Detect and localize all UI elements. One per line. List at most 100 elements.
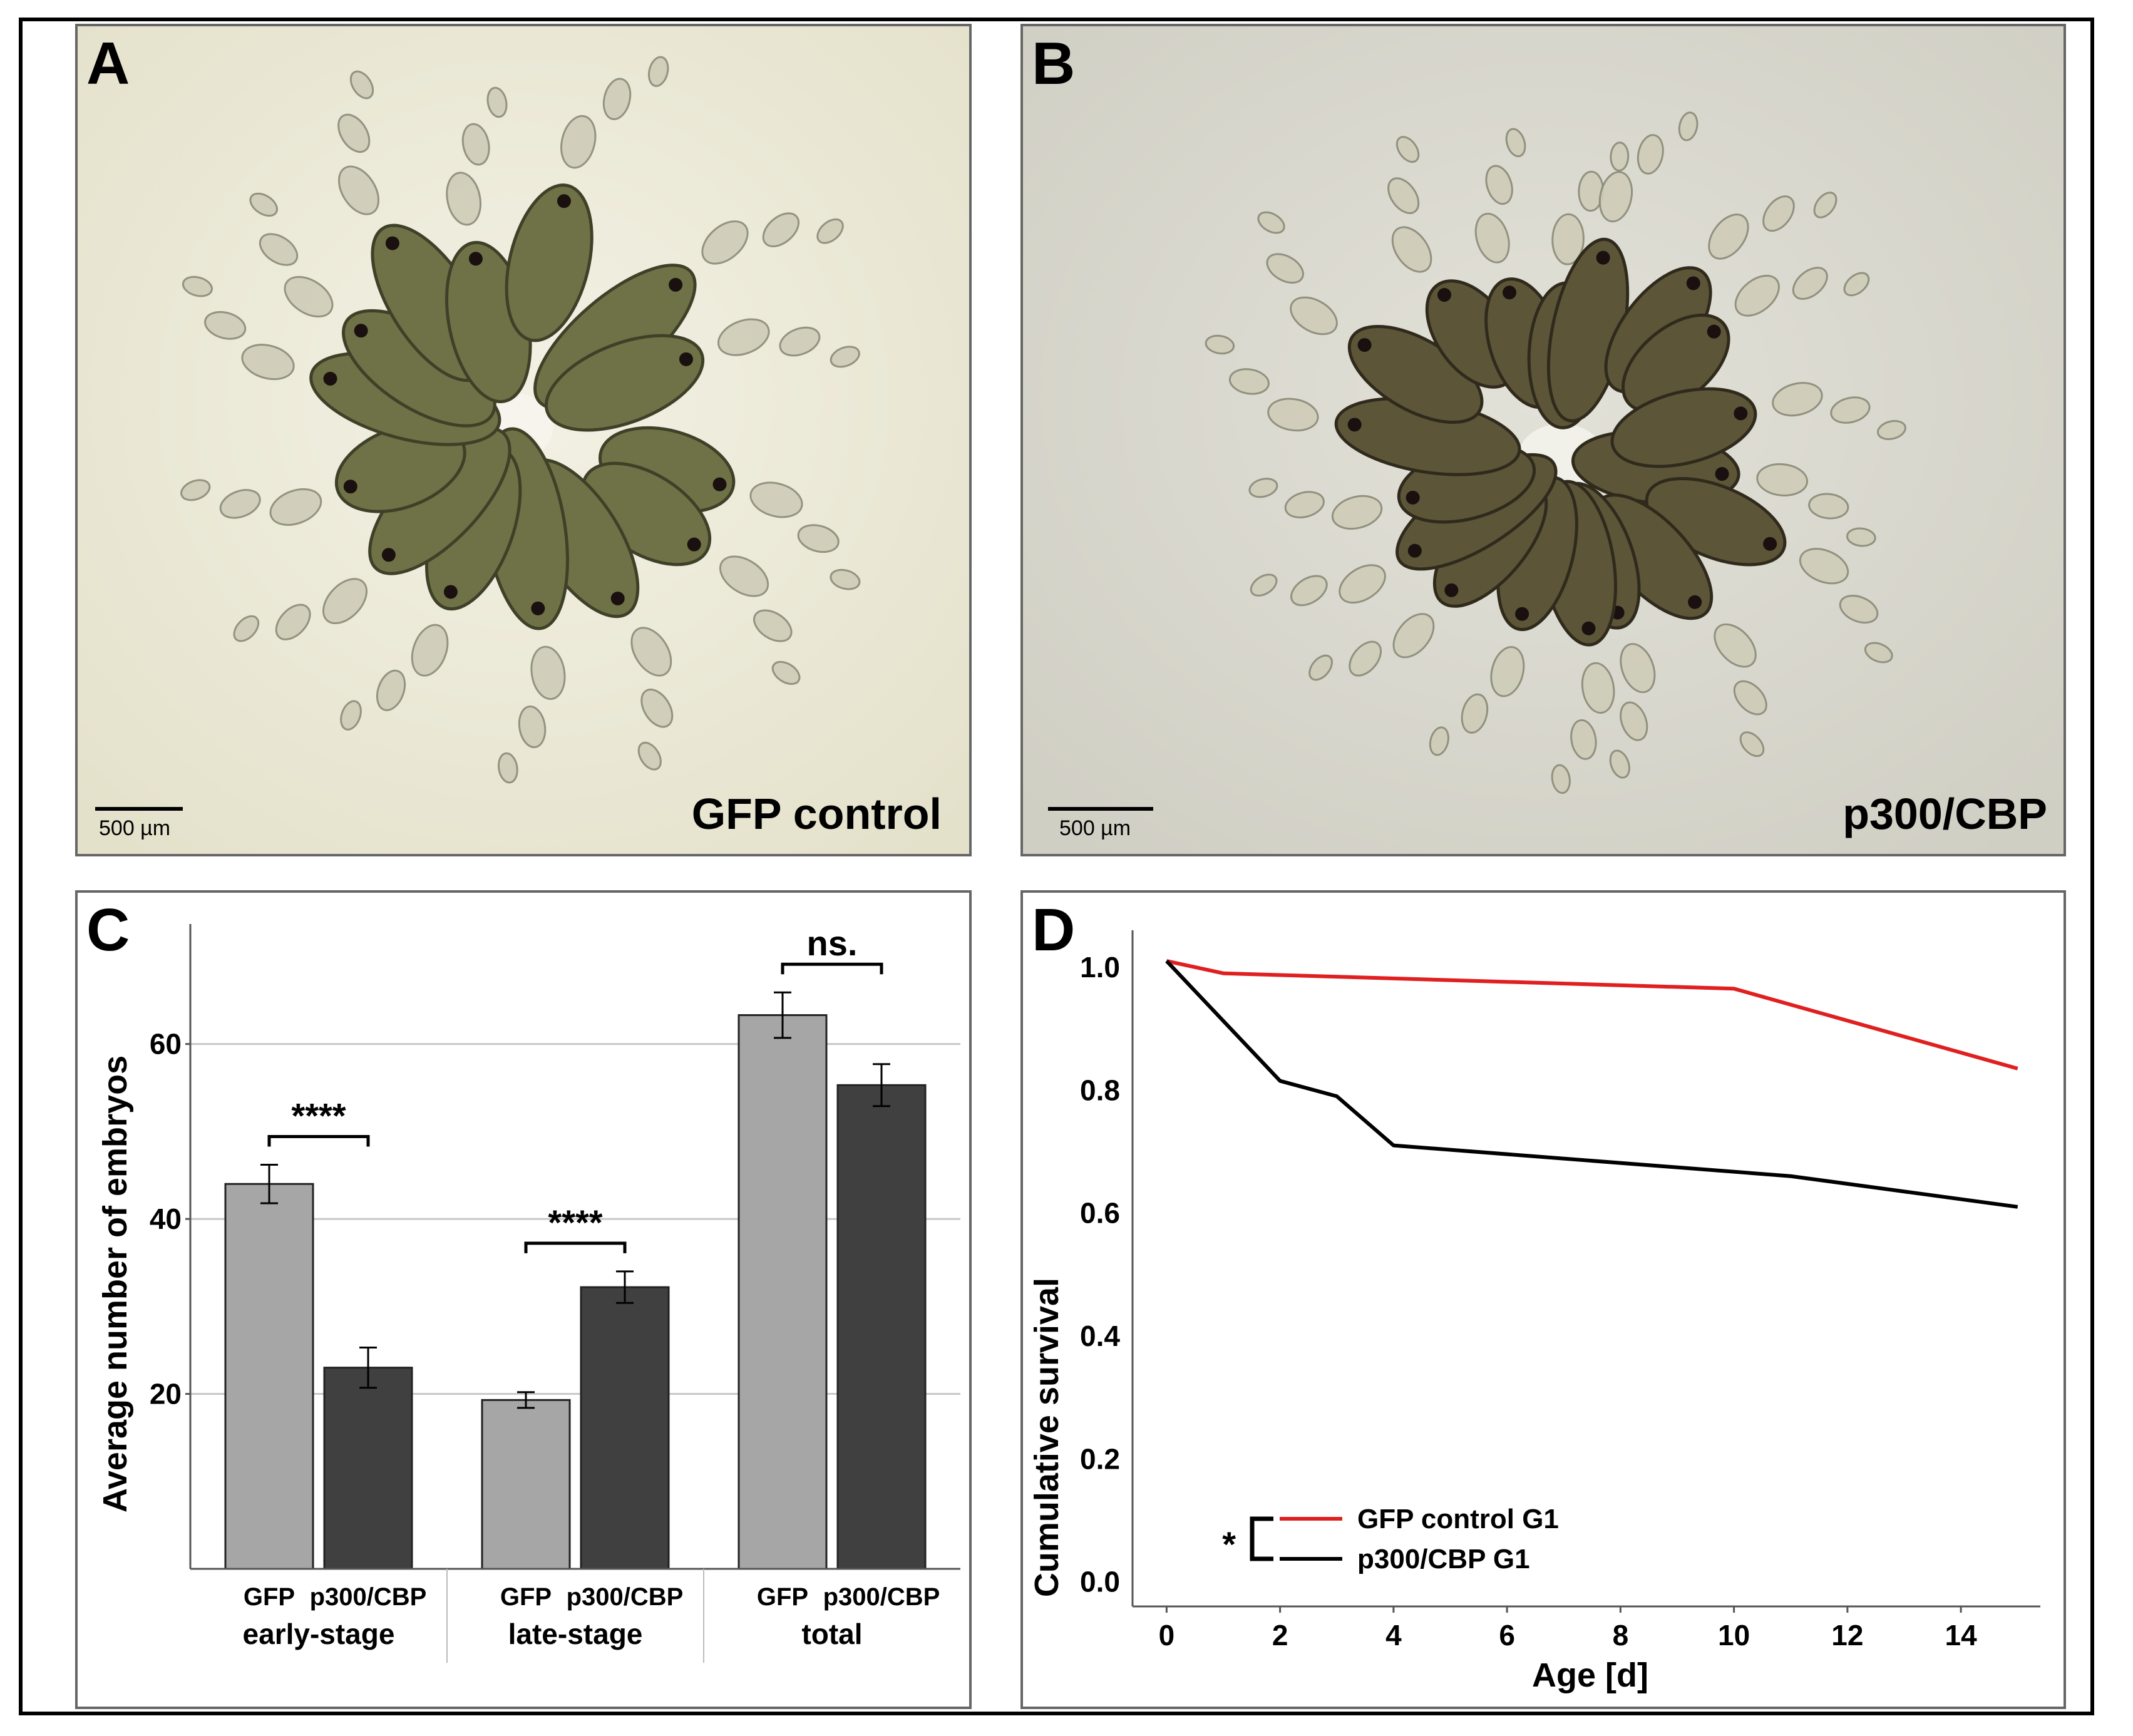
young-embryo	[322, 578, 368, 625]
young-embryo	[1714, 623, 1757, 668]
young-embryo	[1250, 573, 1278, 597]
young-embryo	[249, 192, 278, 217]
young-embryo	[1490, 645, 1525, 697]
young-embryo	[1813, 192, 1837, 218]
young-embryo	[1598, 171, 1633, 223]
young-embryo	[1485, 165, 1513, 205]
young-embryo	[1876, 419, 1906, 441]
young-embryo	[1620, 643, 1656, 694]
figure-frame	[19, 18, 2094, 1715]
young-embryo	[337, 113, 371, 153]
young-embryo	[204, 311, 247, 340]
young-embryo	[1843, 272, 1870, 297]
young-embryo	[1864, 642, 1893, 664]
young-embryo	[376, 669, 406, 711]
embryo-eye	[323, 371, 337, 386]
bars	[224, 991, 927, 1570]
y-tick-label: 0.6	[1080, 1197, 1120, 1230]
embryo-eye	[1444, 583, 1459, 597]
young-embryo	[1429, 726, 1449, 756]
young-embryo	[1205, 334, 1235, 355]
young-embryo	[1257, 211, 1285, 234]
young-embryo	[530, 645, 566, 700]
young-embryo	[816, 218, 844, 244]
panel-a-letter: A	[86, 30, 130, 97]
bar-p300-cbp-late-stage	[580, 1286, 670, 1570]
young-embryo	[219, 489, 261, 519]
embryo-eye	[1707, 324, 1721, 339]
young-embryo	[1808, 493, 1849, 520]
colony-a	[180, 56, 861, 784]
legend-label: p300/CBP G1	[1357, 1544, 1530, 1574]
embryo-eye	[385, 236, 399, 250]
young-embryo	[446, 172, 481, 226]
young-embryo	[1461, 693, 1489, 734]
young-embryo	[1620, 701, 1648, 741]
panel-c-letter: C	[86, 896, 130, 963]
embryo-eye	[1763, 537, 1777, 551]
bar-label: GFP	[244, 1583, 295, 1611]
legend-bracket	[1250, 1516, 1273, 1561]
young-embryo	[1339, 564, 1386, 604]
significance-bracket	[781, 962, 883, 975]
embryo-eye	[1686, 276, 1700, 290]
young-embryo	[1799, 548, 1849, 585]
embryo-eye	[712, 477, 727, 491]
panel-b-letter: B	[1032, 30, 1075, 97]
y-tick-label: 0.8	[1080, 1074, 1120, 1106]
young-embryo	[1290, 296, 1338, 336]
young-embryo	[1228, 368, 1270, 395]
axes-c: 20 40 60 GFP p300/CBP early-stage **** GFP p300/…	[150, 923, 960, 1663]
young-embryo	[1349, 640, 1382, 677]
young-embryo	[630, 627, 672, 677]
young-embryo	[349, 70, 374, 100]
y-tick-label: 1.0	[1080, 951, 1120, 984]
young-embryo	[340, 700, 362, 731]
caption-p300-cbp: p300/CBP	[1843, 789, 2047, 838]
young-embryo	[180, 479, 211, 501]
young-embryo	[1734, 274, 1780, 317]
young-embryo	[284, 275, 334, 318]
embryo-eye	[443, 585, 458, 599]
young-embryo	[830, 346, 860, 368]
x-tick-label: 0	[1159, 1619, 1175, 1651]
significance-bracket	[524, 1241, 627, 1253]
panel-a-photo: A 500 µm GFP control	[78, 26, 969, 854]
bar-gfp-total	[738, 1014, 828, 1570]
young-embryo	[1609, 749, 1630, 779]
bar-label: GFP	[757, 1583, 808, 1611]
bar-p300-cbp-total	[836, 1084, 927, 1570]
scale-label-a: 500 µm	[99, 816, 170, 840]
significance-label: ns.	[807, 923, 858, 963]
embryo-eye	[381, 548, 396, 562]
embryo-eye	[1515, 607, 1529, 621]
group-label-late-stage: late-stage	[508, 1618, 643, 1650]
young-embryo	[1290, 575, 1328, 607]
survival-chart: D Cumulative survival Age [d] 0.00.20.40…	[1028, 896, 2040, 1694]
young-embryo	[719, 555, 769, 597]
group-label-early-stage: early-stage	[243, 1618, 395, 1650]
x-axis-title-d: Age [d]	[1532, 1656, 1648, 1694]
embryo-eye	[557, 194, 571, 208]
young-embryo	[1678, 111, 1699, 141]
young-embryo	[1733, 680, 1767, 716]
young-embryo	[1267, 398, 1319, 432]
young-embryo	[771, 660, 801, 686]
group-label-total: total	[801, 1618, 862, 1650]
significance-label: ****	[548, 1203, 602, 1242]
bar-gfp-late-stage	[481, 1399, 571, 1570]
young-embryo	[602, 78, 632, 120]
young-embryo	[1395, 136, 1420, 163]
y-tick-label: 20	[150, 1378, 182, 1410]
young-embryo	[717, 318, 770, 356]
embryo-eye	[1347, 418, 1362, 432]
young-embryo	[762, 212, 800, 247]
young-embryo	[1248, 478, 1278, 498]
young-embryo	[1581, 662, 1615, 714]
young-embryo	[259, 233, 299, 266]
young-embryo	[1391, 226, 1432, 273]
young-embryo	[182, 275, 213, 297]
x-tick-label: 14	[1945, 1619, 1978, 1651]
young-embryo	[1266, 253, 1304, 284]
embryo-eye	[531, 601, 545, 615]
